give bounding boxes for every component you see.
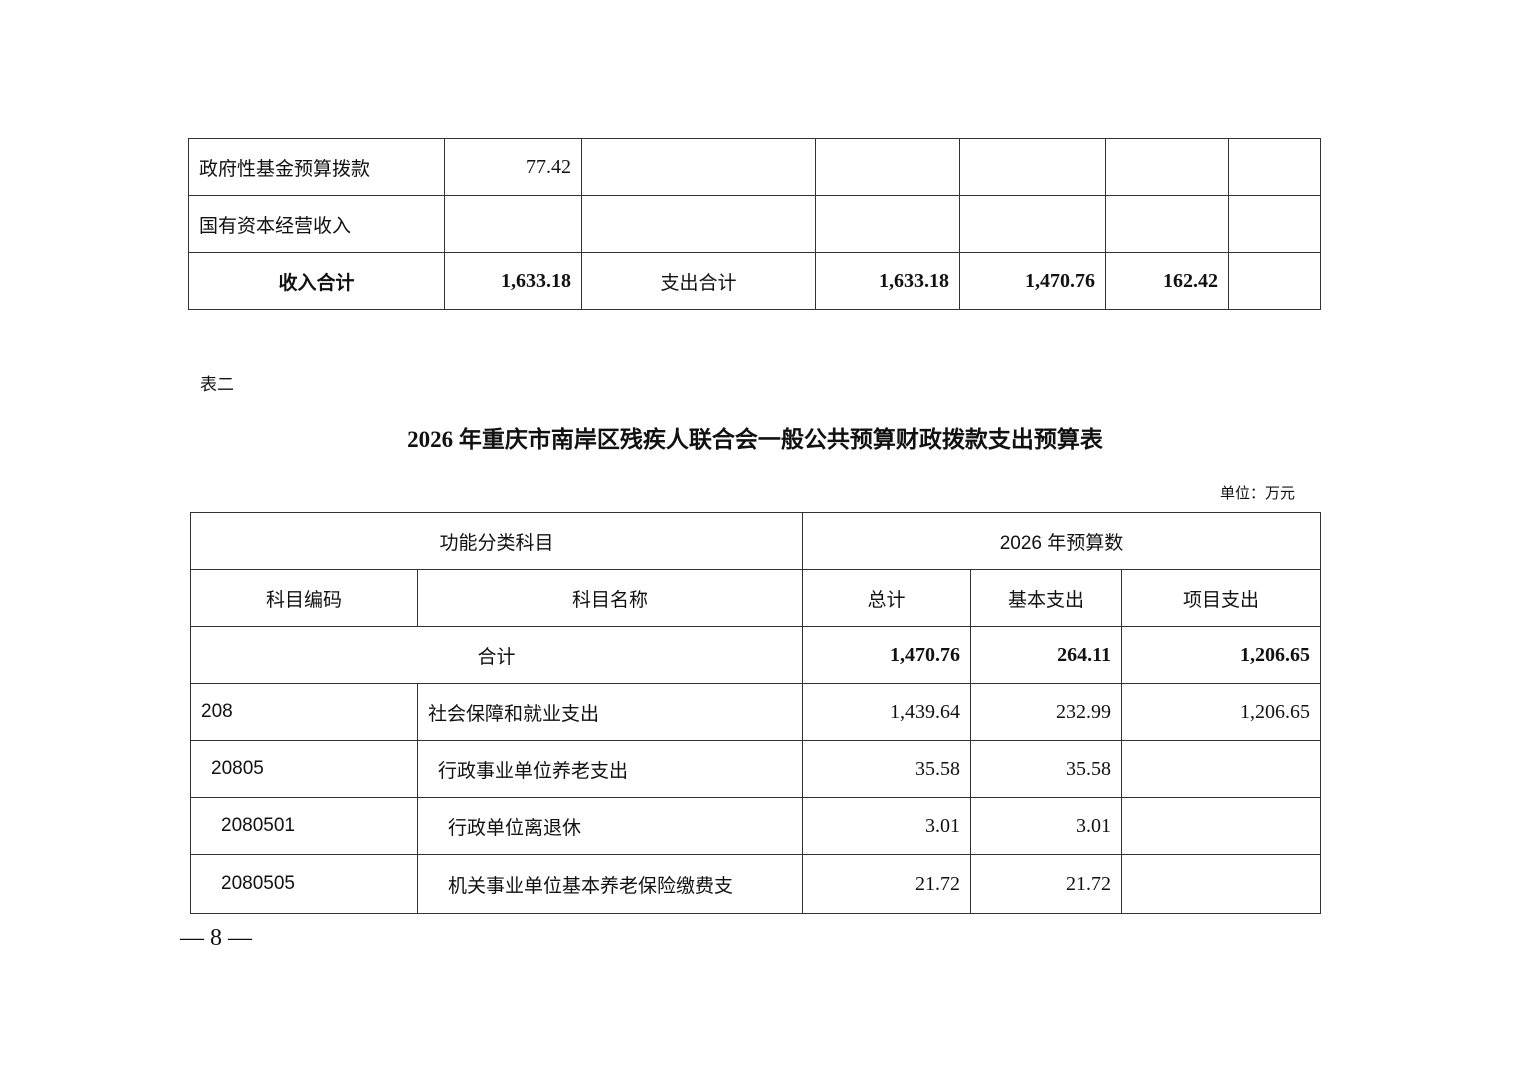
header-code: 科目编码	[190, 569, 418, 627]
row-label: 政府性基金预算拨款	[188, 138, 445, 196]
expenditure-budget-table: 功能分类科目 2026 年预算数 科目编码 科目名称 总计 基本支出 项目支出 …	[190, 512, 1321, 914]
subject-code: 20805	[190, 740, 418, 798]
total-value: 1,470.76	[802, 626, 971, 684]
subject-name: 社会保障和就业支出	[417, 683, 803, 741]
total-value: 35.58	[802, 740, 971, 798]
extra-cell	[1228, 252, 1321, 310]
page-number: — 8 —	[180, 925, 252, 951]
basic-value: 35.58	[970, 740, 1122, 798]
total-value: 1,439.64	[802, 683, 971, 741]
unit-label: 单位：万元	[1220, 484, 1296, 502]
expense-total-label: 支出合计	[581, 252, 816, 310]
basic-value	[959, 138, 1106, 196]
income-value: 77.42	[444, 138, 582, 196]
extra-cell	[1228, 138, 1321, 196]
basic-value: 264.11	[970, 626, 1122, 684]
header-name: 科目名称	[417, 569, 803, 627]
total-value: 3.01	[802, 797, 971, 855]
project-value	[1121, 854, 1321, 914]
table-title: 2026 年重庆市南岸区残疾人联合会一般公共预算财政拨款支出预算表	[407, 427, 1103, 452]
project-value: 1,206.65	[1121, 626, 1321, 684]
project-value: 162.42	[1105, 252, 1229, 310]
table-row: 2080501 行政单位离退休 3.01 3.01	[190, 797, 1321, 855]
basic-value	[959, 195, 1106, 253]
basic-value: 1,470.76	[959, 252, 1106, 310]
income-value	[444, 195, 582, 253]
project-value: 1,206.65	[1121, 683, 1321, 741]
total-row: 收入合计 1,633.18 支出合计 1,633.18 1,470.76 162…	[188, 252, 1321, 310]
income-total-label: 收入合计	[188, 252, 445, 310]
table-row: 208 社会保障和就业支出 1,439.64 232.99 1,206.65	[190, 683, 1321, 741]
header-row: 功能分类科目 2026 年预算数	[190, 512, 1321, 570]
table-caption: 表二	[200, 375, 234, 395]
subject-code: 208	[190, 683, 418, 741]
header-basic: 基本支出	[970, 569, 1122, 627]
income-total-value: 1,633.18	[444, 252, 582, 310]
subject-code: 2080505	[190, 854, 418, 914]
project-value	[1105, 138, 1229, 196]
extra-cell	[1228, 195, 1321, 253]
table-row: 2080505 机关事业单位基本养老保险缴费支 21.72 21.72	[190, 854, 1321, 914]
project-value	[1121, 740, 1321, 798]
expense-label	[581, 195, 816, 253]
table-row: 国有资本经营收入	[188, 195, 1321, 253]
sum-row: 合计 1,470.76 264.11 1,206.65	[190, 626, 1321, 684]
project-value	[1105, 195, 1229, 253]
total-value: 21.72	[802, 854, 971, 914]
row-label: 国有资本经营收入	[188, 195, 445, 253]
header-function-class: 功能分类科目	[190, 512, 803, 570]
header-row: 科目编码 科目名称 总计 基本支出 项目支出	[190, 569, 1321, 627]
header-total: 总计	[802, 569, 971, 627]
total-value: 1,633.18	[815, 252, 960, 310]
project-value	[1121, 797, 1321, 855]
income-expense-summary-table: 政府性基金预算拨款 77.42 国有资本经营收入 收入合计 1,633.18 支…	[188, 138, 1321, 310]
subject-name: 行政事业单位养老支出	[417, 740, 803, 798]
header-project: 项目支出	[1121, 569, 1321, 627]
table-row: 政府性基金预算拨款 77.42	[188, 138, 1321, 196]
header-budget-year: 2026 年预算数	[802, 512, 1321, 570]
sum-label: 合计	[190, 626, 803, 684]
basic-value: 232.99	[970, 683, 1122, 741]
table-row: 20805 行政事业单位养老支出 35.58 35.58	[190, 740, 1321, 798]
expense-label	[581, 138, 816, 196]
subject-name: 行政单位离退休	[417, 797, 803, 855]
basic-value: 3.01	[970, 797, 1122, 855]
basic-value: 21.72	[970, 854, 1122, 914]
subject-code: 2080501	[190, 797, 418, 855]
subject-name: 机关事业单位基本养老保险缴费支	[417, 854, 803, 914]
total-value	[815, 138, 960, 196]
total-value	[815, 195, 960, 253]
